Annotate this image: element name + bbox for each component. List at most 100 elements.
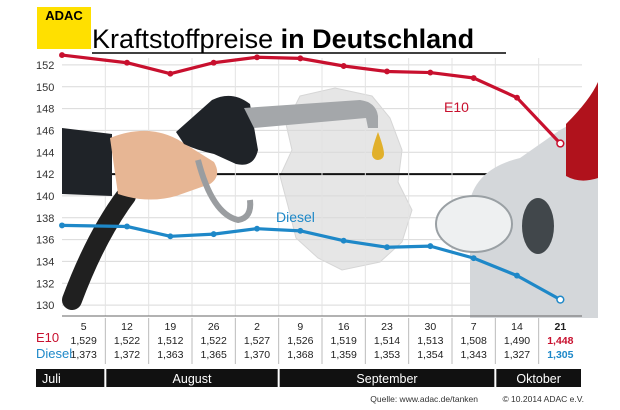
month-label: Oktober [516,372,560,386]
germany-map-silhouette [279,87,413,271]
fuel-nozzle-illustration [62,95,384,310]
data-label-e10: 1,519 [331,335,357,347]
data-label-e10: 1,513 [417,335,443,347]
data-point-diesel [384,244,390,251]
data-point-diesel [210,231,217,238]
fuel-cap-icon [435,195,513,253]
month-segment [106,369,278,387]
fuel-hose [62,186,136,310]
page-title: Kraftstoffpreise in Deutschland [92,24,474,54]
tick-label: 2 [254,321,260,333]
y-tick-label: 140 [36,191,54,203]
data-label-diesel: 1,365 [201,349,227,361]
month-bar: Juli August September Oktober [36,369,581,387]
nozzle-trigger [195,159,254,224]
data-label-e10: 1,522 [201,335,227,347]
data-label-e10: 1,529 [71,335,97,347]
y-tick-label: 130 [36,300,54,312]
data-point-e10 [470,75,477,81]
data-label-e10: 1,490 [504,335,530,347]
adac-logo [37,7,91,49]
table-row-label: E10 [36,330,59,345]
data-label-diesel: 1,372 [114,349,140,361]
month-segment [279,369,495,387]
y-tick-label: 150 [36,82,54,94]
tick-label: 19 [164,321,176,333]
data-label-e10: 1,527 [244,335,270,347]
data-label-e10: 1,522 [114,335,140,347]
data-point-diesel [556,295,565,304]
month-segment [36,369,105,387]
y-tick-label: 136 [36,235,54,247]
data-label-e10: 1,514 [374,335,400,347]
data-label-diesel: 1,363 [157,349,183,361]
series-line-diesel [60,223,562,302]
data-point-diesel [297,227,304,234]
source-note: Quelle: www.adac.de/tanken [370,394,478,404]
data-label-diesel: 1,354 [417,349,443,361]
tick-label: 30 [424,321,436,333]
tick-label: 23 [381,321,393,333]
table-row-label: Diesel [36,346,72,361]
data-label-diesel: 1,359 [331,349,357,361]
data-point-e10 [556,139,565,148]
hand-sleeve [62,128,112,196]
data-label-diesel: 1,373 [71,349,97,361]
data-point-e10 [124,59,130,66]
fuel-drop-icon [372,132,384,160]
y-tick-label: 148 [36,104,54,116]
data-point-diesel [59,222,65,229]
copyright-note: © 10.2014 ADAC e.V. [502,394,584,404]
series-label-e10: E10 [444,99,469,115]
tick-label: 5 [81,321,87,333]
month-label: Juli [42,372,61,386]
data-point-e10 [427,69,434,76]
y-tick-label: 144 [36,147,54,159]
tick-label: 21 [554,321,566,333]
y-tick-label: 146 [36,125,54,137]
series-points [59,52,565,304]
data-point-e10 [384,68,390,75]
month-segment [496,369,581,387]
data-label-e10: 1,512 [157,335,183,347]
data-point-diesel [254,225,260,232]
tick-label: 7 [471,321,477,333]
tick-label: 12 [121,321,133,333]
nozzle-spout [244,100,378,128]
series-label-diesel: Diesel [276,209,315,225]
data-point-e10 [340,63,347,69]
y-tick-label: 142 [36,169,54,181]
data-point-e10 [210,59,217,66]
data-point-diesel [124,223,130,230]
data-label-diesel: 1,368 [287,349,313,361]
tick-label: 26 [208,321,220,333]
data-point-diesel [470,255,477,262]
month-label: September [356,372,417,386]
data-label-diesel: 1,305 [547,349,573,361]
y-tick-label: 134 [36,256,54,268]
tick-label: 14 [511,321,523,333]
hand [110,130,218,200]
data-point-e10 [514,94,520,101]
tick-label: 9 [297,321,303,333]
data-point-e10 [254,54,260,61]
data-label-diesel: 1,343 [461,349,487,361]
data-label-diesel: 1,370 [244,349,270,361]
data-label-diesel: 1,353 [374,349,400,361]
series-line-e10 [60,53,562,146]
title-bold: in Deutschland [281,24,475,54]
y-tick-label: 132 [36,278,54,290]
nozzle-body [176,95,258,165]
y-tick-label: 152 [36,60,54,72]
car-illustration [435,82,598,318]
data-point-e10 [297,55,304,62]
data-point-diesel [167,233,174,240]
data-label-e10: 1,526 [287,335,313,347]
data-label-e10: 1,448 [547,335,573,347]
fuel-inlet [522,198,554,254]
data-point-e10 [59,52,65,59]
data-point-e10 [167,70,174,77]
y-tick-label: 138 [36,213,54,225]
